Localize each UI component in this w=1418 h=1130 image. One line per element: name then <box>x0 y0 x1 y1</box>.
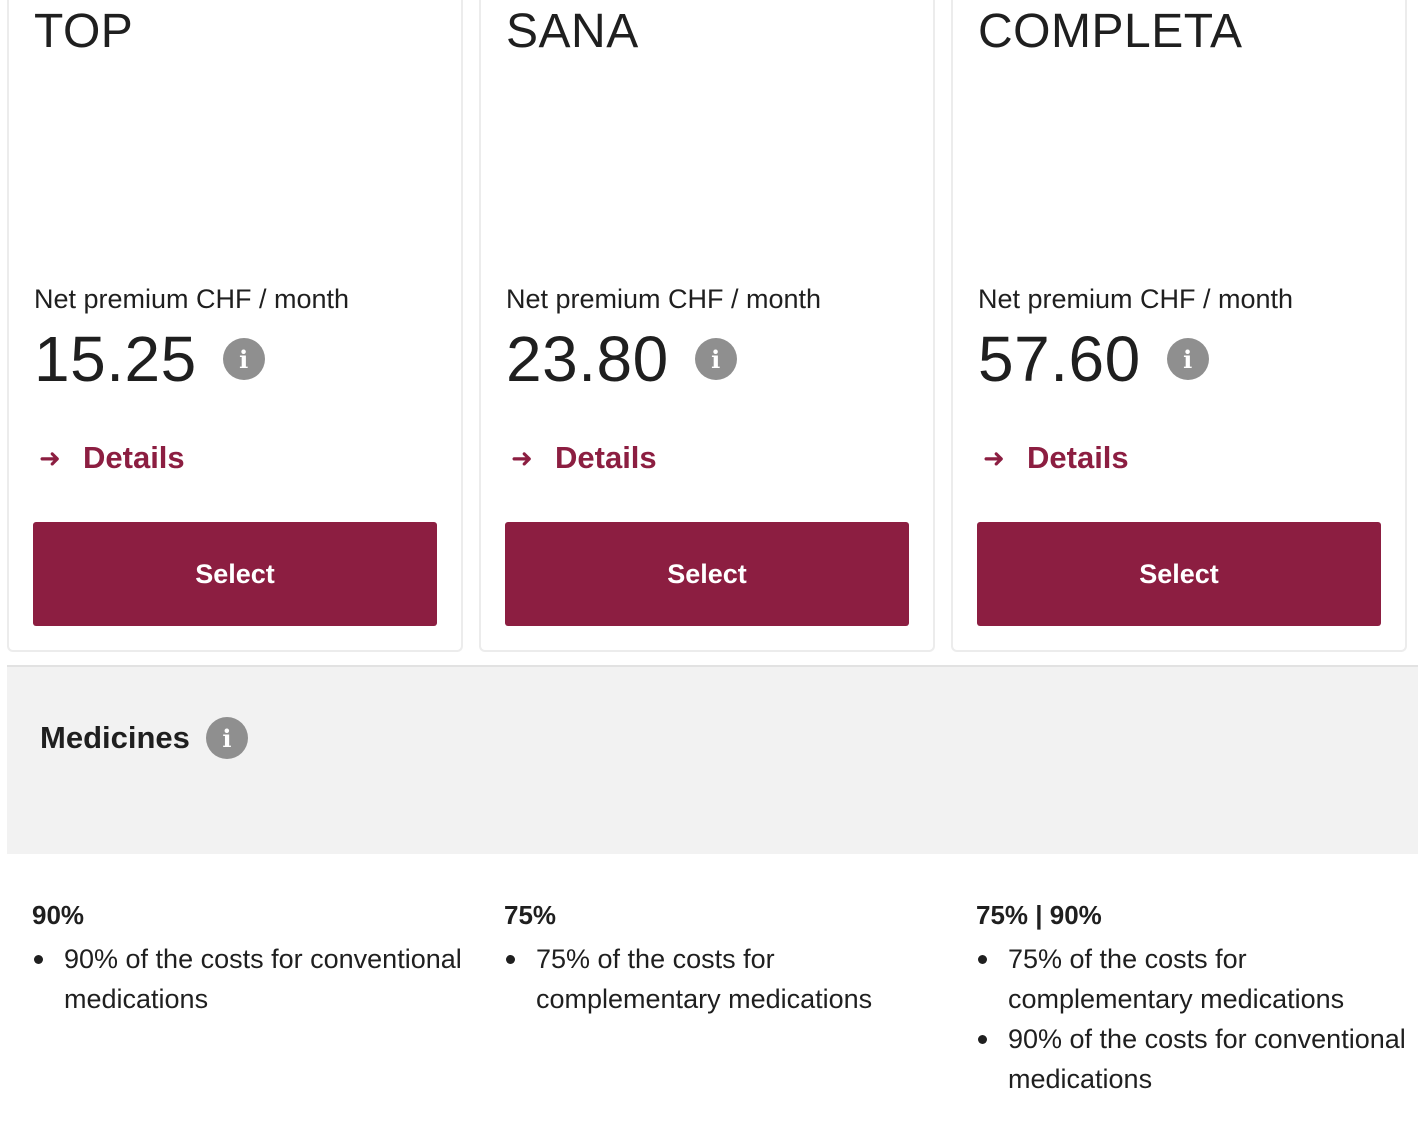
arrow-right-icon: ➜ <box>511 442 533 473</box>
price-row: 15.25 i <box>34 323 265 395</box>
section-header-medicines: Medicines i <box>7 667 1418 854</box>
coverage-column-completa: 75% | 90% 75% of the costs for complemen… <box>976 900 1416 1099</box>
arrow-right-icon: ➜ <box>983 442 1005 473</box>
coverage-column-top: 90% 90% of the costs for conventional me… <box>32 900 472 1019</box>
coverage-value: 75% <box>504 900 557 930</box>
plan-card-top: TOP Net premium CHF / month 15.25 i ➜ De… <box>7 0 463 652</box>
info-icon[interactable]: i <box>694 338 737 380</box>
arrow-right-icon: ➜ <box>39 442 61 473</box>
select-button[interactable]: Select <box>33 522 437 626</box>
list-item: 90% of the costs for conventional medica… <box>32 939 472 1019</box>
price-row: 23.80 i <box>506 323 737 395</box>
details-link[interactable]: ➜ Details <box>511 440 657 476</box>
price-value: 15.25 <box>34 323 197 395</box>
plan-name: COMPLETA <box>978 5 1243 58</box>
section-divider <box>7 665 1418 667</box>
coverage-list: 75% of the costs for complementary medic… <box>504 939 944 1019</box>
details-link[interactable]: ➜ Details <box>39 440 185 476</box>
details-label: Details <box>83 440 185 475</box>
coverage-list: 90% of the costs for conventional medica… <box>32 939 472 1019</box>
details-label: Details <box>1027 440 1129 475</box>
details-label: Details <box>555 440 657 475</box>
premium-label: Net premium CHF / month <box>506 284 822 314</box>
premium-label: Net premium CHF / month <box>34 284 350 314</box>
list-item: 75% of the costs for complementary medic… <box>976 939 1416 1019</box>
price-value: 23.80 <box>506 323 669 395</box>
coverage-value: 75% | 90% <box>976 900 1102 930</box>
coverage-column-sana: 75% 75% of the costs for complementary m… <box>504 900 944 1019</box>
details-link[interactable]: ➜ Details <box>983 440 1129 476</box>
section-title: Medicines <box>40 720 190 755</box>
info-icon[interactable]: i <box>1166 338 1209 380</box>
section-title-row: Medicines i <box>40 717 248 759</box>
select-button[interactable]: Select <box>505 522 909 626</box>
price-value: 57.60 <box>978 323 1141 395</box>
list-item: 75% of the costs for complementary medic… <box>504 939 944 1019</box>
plan-name: TOP <box>34 5 134 58</box>
plan-name: SANA <box>506 5 639 58</box>
coverage-value: 90% <box>32 900 85 930</box>
info-icon[interactable]: i <box>205 717 248 759</box>
premium-label: Net premium CHF / month <box>978 284 1294 314</box>
info-icon[interactable]: i <box>222 338 265 380</box>
coverage-list: 75% of the costs for complementary medic… <box>976 939 1416 1099</box>
list-item: 90% of the costs for conventional medica… <box>976 1019 1416 1099</box>
select-button[interactable]: Select <box>977 522 1381 626</box>
price-row: 57.60 i <box>978 323 1209 395</box>
plan-card-sana: SANA Net premium CHF / month 23.80 i ➜ D… <box>479 0 935 652</box>
plan-cards: TOP Net premium CHF / month 15.25 i ➜ De… <box>7 0 1418 652</box>
plan-card-completa: COMPLETA Net premium CHF / month 57.60 i… <box>951 0 1407 652</box>
